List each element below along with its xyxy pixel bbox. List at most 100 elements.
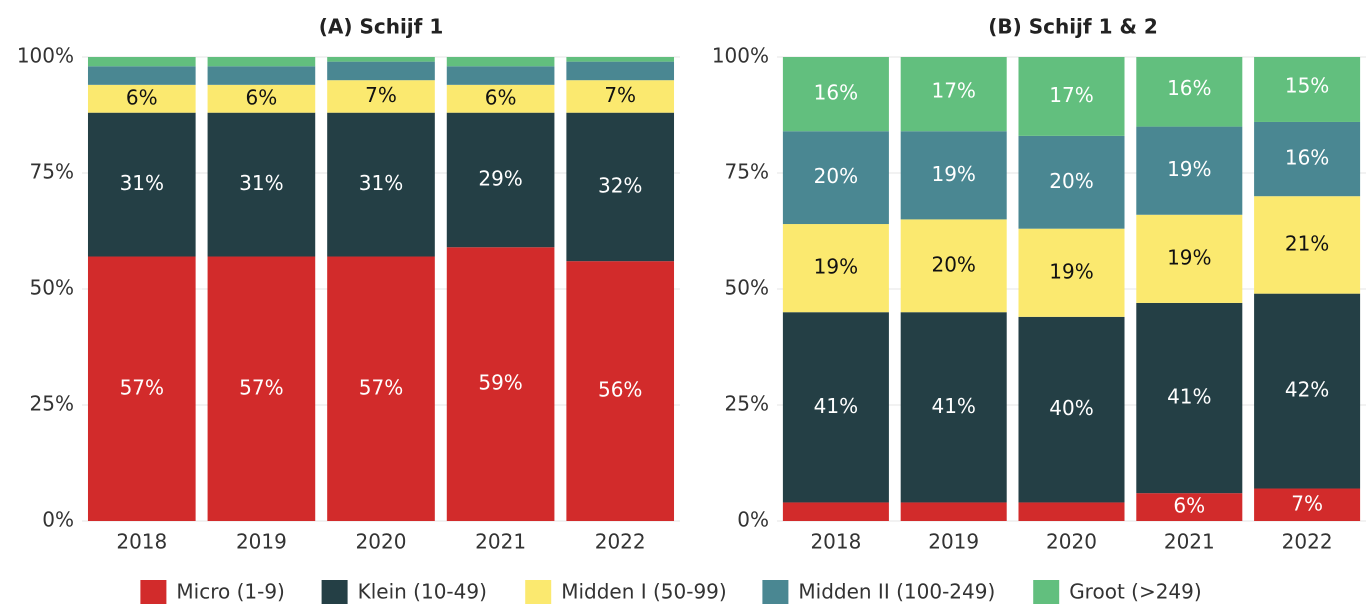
bar-segment: [207, 256, 316, 521]
bar-segment: [1254, 57, 1361, 122]
value-label: 6%: [126, 85, 158, 109]
value-label: 16%: [1285, 146, 1329, 170]
legend-label: Micro (1-9): [176, 580, 284, 604]
bar-segment: [207, 112, 316, 257]
bar-segment: [1136, 214, 1243, 303]
bar-segment: [566, 80, 675, 113]
bar-segment: [1018, 316, 1125, 503]
value-label: 31%: [120, 171, 164, 195]
value-label: 59%: [478, 371, 522, 395]
bar-segment: [566, 261, 675, 521]
value-label: 6%: [485, 85, 517, 109]
value-label: 19%: [1167, 157, 1211, 181]
value-label: 57%: [120, 375, 164, 399]
bar-segment: [782, 502, 889, 521]
legend-swatch: [762, 580, 789, 604]
x-tick-label: 2020: [356, 530, 407, 554]
value-label: 29%: [478, 166, 522, 190]
value-label: 42%: [1285, 378, 1329, 402]
value-label: 20%: [1049, 169, 1093, 193]
y-tick-label: 100%: [712, 44, 769, 68]
bar-segment: [1018, 228, 1125, 317]
bar-segment: [1018, 57, 1125, 136]
x-tick-label: 2021: [1164, 530, 1215, 554]
value-label: 41%: [814, 394, 858, 418]
value-label: 7%: [1291, 491, 1323, 515]
x-tick-label: 2019: [928, 530, 979, 554]
bar-segment: [1136, 493, 1243, 521]
value-label: 32%: [598, 173, 642, 197]
value-label: 19%: [1049, 259, 1093, 283]
bar-segment: [566, 57, 675, 62]
bar-segment: [782, 312, 889, 503]
value-label: 20%: [814, 164, 858, 188]
bar-segment: [87, 57, 196, 67]
x-tick-label: 2021: [475, 530, 526, 554]
plot-area: [87, 57, 675, 521]
bar-segment: [900, 57, 1007, 132]
value-label: 15%: [1285, 74, 1329, 98]
bar-segment: [900, 312, 1007, 503]
bar-segment: [327, 57, 435, 62]
bar-segment: [446, 66, 555, 85]
value-label: 19%: [1167, 245, 1211, 269]
value-label: 6%: [246, 85, 278, 109]
x-tick-label: 2020: [1046, 530, 1097, 554]
bar-segment: [1018, 135, 1125, 229]
value-label: 20%: [931, 252, 975, 276]
bar-segment: [1254, 488, 1361, 521]
bar-segment: [1136, 57, 1243, 127]
value-label: 57%: [359, 375, 403, 399]
bar-segment: [87, 112, 196, 257]
bar-segment: [782, 224, 889, 313]
bar-segment: [327, 112, 435, 257]
value-label: 17%: [931, 78, 975, 102]
legend-swatch: [1033, 580, 1060, 604]
bar-segment: [900, 219, 1007, 313]
bar-segment: [566, 61, 675, 81]
value-label: 21%: [1285, 231, 1329, 255]
value-label: 19%: [814, 255, 858, 279]
legend-swatch: [140, 580, 167, 604]
x-tick-label: 2018: [810, 530, 861, 554]
value-label: 7%: [604, 83, 636, 107]
bar-segment: [1254, 121, 1361, 197]
bar-segment: [566, 112, 675, 262]
bar-segment: [87, 84, 196, 113]
value-label: 16%: [814, 81, 858, 105]
legend-swatch: [321, 580, 348, 604]
bar-segment: [446, 247, 555, 521]
bar-segment: [207, 84, 316, 113]
value-label: 31%: [239, 171, 283, 195]
value-label: 19%: [931, 162, 975, 186]
bar-segment: [446, 112, 555, 248]
bar-segment: [327, 80, 435, 113]
bar-segment: [207, 66, 316, 85]
y-tick-label: 25%: [725, 392, 769, 416]
chart-title: (A) Schijf 1: [319, 15, 444, 39]
bar-segment: [207, 57, 316, 67]
legend-label: Klein (10-49): [358, 580, 487, 604]
plot-area: [782, 57, 1361, 521]
bar-segment: [87, 66, 196, 85]
bar-segment: [1018, 502, 1125, 521]
bar-segment: [327, 256, 435, 521]
bar-segment: [1254, 293, 1361, 489]
bar-segment: [87, 256, 196, 521]
bar-segment: [327, 61, 435, 81]
value-label: 31%: [359, 171, 403, 195]
y-tick-label: 0%: [42, 508, 74, 532]
bar-segment: [446, 57, 555, 67]
value-label: 16%: [1167, 76, 1211, 100]
x-tick-label: 2018: [116, 530, 167, 554]
value-label: 56%: [598, 378, 642, 402]
value-label: 41%: [1167, 385, 1211, 409]
y-tick-label: 75%: [30, 160, 74, 184]
x-tick-label: 2022: [595, 530, 646, 554]
x-tick-label: 2019: [236, 530, 287, 554]
bar-segment: [900, 502, 1007, 521]
bar-segment: [446, 84, 555, 113]
legend-label: Midden II (100-249): [798, 580, 995, 604]
legend-swatch: [525, 580, 552, 604]
